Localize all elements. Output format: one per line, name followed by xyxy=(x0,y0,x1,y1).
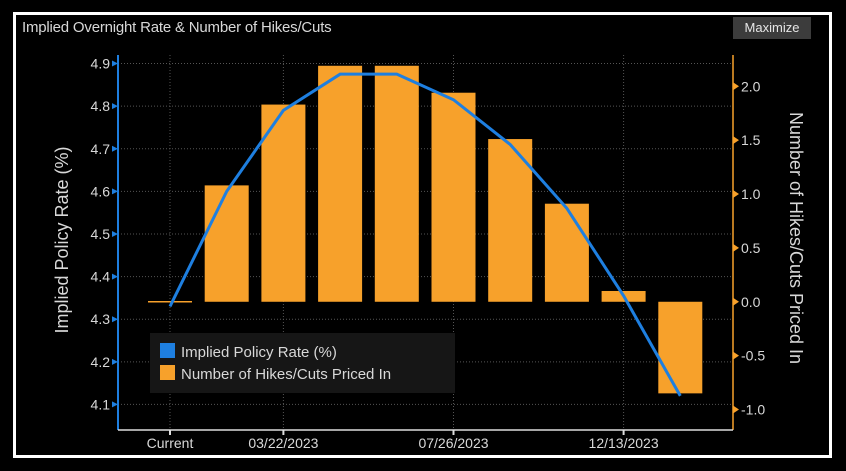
left-tick-label: 4.3 xyxy=(91,311,111,327)
right-tick-label: 0.5 xyxy=(741,240,761,256)
left-tick-label: 4.1 xyxy=(91,396,111,412)
left-tick-marker xyxy=(112,316,118,323)
legend-swatch-bars xyxy=(160,365,175,380)
maximize-button[interactable]: Maximize xyxy=(733,17,811,39)
x-tick-label: 03/22/2023 xyxy=(248,435,318,451)
legend-label-line: Implied Policy Rate (%) xyxy=(181,344,337,361)
bar xyxy=(488,139,533,302)
right-tick-marker xyxy=(733,190,739,199)
left-tick-label: 4.2 xyxy=(91,354,111,370)
left-tick-marker xyxy=(112,273,118,280)
right-tick-marker xyxy=(733,82,739,91)
right-tick-marker xyxy=(733,136,739,145)
right-tick-label: 1.0 xyxy=(741,186,761,202)
x-tick-label: Current xyxy=(147,435,194,451)
right-tick-label: 1.5 xyxy=(741,132,761,148)
bar xyxy=(261,104,306,302)
right-tick-label: -1.0 xyxy=(741,402,765,418)
bar xyxy=(431,92,476,302)
legend-swatch-line xyxy=(160,343,175,358)
legend-label-bars: Number of Hikes/Cuts Priced In xyxy=(181,366,391,383)
right-tick-label: -0.5 xyxy=(741,348,765,364)
left-tick-label: 4.5 xyxy=(91,226,111,242)
left-tick-marker xyxy=(112,358,118,365)
right-tick-label: 2.0 xyxy=(741,78,761,94)
left-tick-marker xyxy=(112,60,118,67)
bar xyxy=(318,65,363,302)
left-tick-label: 4.4 xyxy=(91,269,111,285)
left-axis-title: Implied Policy Rate (%) xyxy=(52,146,72,333)
left-tick-marker xyxy=(112,401,118,408)
x-tick-label: 07/26/2023 xyxy=(418,435,488,451)
right-tick-marker xyxy=(733,243,739,252)
x-tick-label: 12/13/2023 xyxy=(589,435,659,451)
bar xyxy=(658,301,703,394)
series-line-implied-rate xyxy=(168,72,682,397)
bar xyxy=(204,185,249,302)
right-tick-marker xyxy=(733,405,739,414)
bar xyxy=(544,203,589,302)
left-tick-label: 4.6 xyxy=(91,183,111,199)
right-tick-marker xyxy=(733,351,739,360)
legend-box xyxy=(150,333,455,393)
right-axis-title: Number of Hikes/Cuts Priced In xyxy=(786,112,806,364)
left-tick-label: 4.7 xyxy=(91,141,111,157)
left-tick-label: 4.9 xyxy=(91,56,111,72)
left-tick-marker xyxy=(112,230,118,237)
left-tick-marker xyxy=(112,145,118,152)
left-tick-marker xyxy=(112,103,118,110)
right-tick-marker xyxy=(733,297,739,306)
right-tick-label: 0.0 xyxy=(741,294,761,310)
chart-title: Implied Overnight Rate & Number of Hikes… xyxy=(22,19,332,36)
bar xyxy=(374,65,419,302)
left-tick-label: 4.8 xyxy=(91,98,111,114)
left-tick-marker xyxy=(112,188,118,195)
